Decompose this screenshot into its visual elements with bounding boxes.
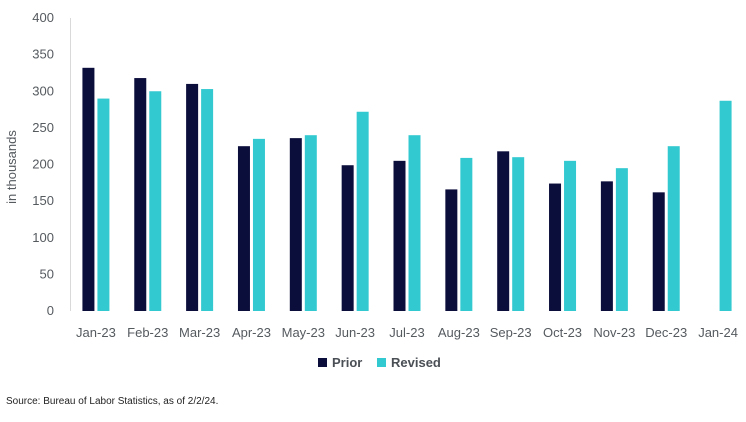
bar-prior-may-23 [289, 138, 302, 311]
legend-swatch-prior [318, 358, 327, 367]
bar-revised-jun-23 [356, 111, 369, 311]
bar-prior-sep-23 [497, 151, 510, 311]
x-tick-labels: Jan-23 Feb-23 Mar-23 Apr-23 May-23 Jun-23 Jul-… [76, 325, 738, 340]
x-tick-label: Dec-23 [645, 325, 687, 340]
bar-revised-oct-23 [564, 160, 577, 311]
x-tick-label: Mar-23 [179, 325, 220, 340]
bar-prior-aug-23 [445, 189, 458, 311]
x-tick-label: Apr-23 [232, 325, 271, 340]
bar-revised-apr-23 [252, 138, 265, 311]
y-tick-label: 50 [40, 266, 54, 281]
bar-prior-jul-23 [393, 160, 406, 311]
y-tick-label: 400 [32, 10, 54, 25]
bar-prior-jan-23 [82, 67, 95, 311]
bar-revised-may-23 [304, 135, 317, 311]
x-tick-label: Sep-23 [490, 325, 532, 340]
x-tick-label: Aug-23 [438, 325, 480, 340]
bar-revised-jul-23 [408, 135, 421, 311]
legend-swatch-revised [377, 358, 386, 367]
bar-prior-nov-23 [600, 181, 613, 311]
y-axis-label: in thousands [4, 130, 19, 204]
source-note: Source: Bureau of Labor Statistics, as o… [6, 396, 219, 407]
bar-prior-mar-23 [186, 83, 199, 311]
y-axis-label-group: in thousands [4, 130, 19, 204]
y-tick-label: 100 [32, 230, 54, 245]
bar-revised-feb-23 [149, 91, 162, 311]
y-tick-label: 350 [32, 47, 54, 62]
bar-chart: in thousands 0 50 100 150 200 250 300 350 400 Ja… [4, 10, 738, 370]
bar-prior-jun-23 [341, 165, 354, 311]
bar-revised-nov-23 [615, 168, 628, 311]
x-tick-label: Oct-23 [543, 325, 582, 340]
bar-revised-aug-23 [460, 157, 473, 311]
bar-revised-dec-23 [667, 146, 680, 311]
legend: Prior Revised [318, 355, 441, 370]
bar-revised-jan-24 [719, 100, 732, 312]
bar-revised-sep-23 [512, 157, 525, 311]
y-tick-label: 300 [32, 83, 54, 98]
x-tick-label: Nov-23 [593, 325, 635, 340]
x-tick-label: Jul-23 [389, 325, 424, 340]
x-tick-label: Jan-23 [76, 325, 116, 340]
x-tick-label: Jun-23 [335, 325, 375, 340]
bar-prior-apr-23 [237, 146, 250, 311]
bar-prior-dec-23 [652, 192, 665, 311]
y-tick-label: 250 [32, 120, 54, 135]
bars [82, 67, 732, 312]
bar-prior-oct-23 [549, 183, 562, 311]
x-tick-label: Jan-24 [698, 325, 738, 340]
y-tick-label: 150 [32, 193, 54, 208]
x-tick-label: May-23 [282, 325, 325, 340]
bar-prior-feb-23 [134, 78, 147, 311]
x-tick-label: Feb-23 [127, 325, 168, 340]
legend-label-revised: Revised [391, 355, 441, 370]
bar-revised-mar-23 [201, 89, 214, 312]
bar-revised-jan-23 [97, 98, 110, 311]
y-tick-label: 200 [32, 157, 54, 172]
legend-label-prior: Prior [332, 355, 362, 370]
y-tick-labels: 0 50 100 150 200 250 300 350 400 [32, 10, 54, 318]
y-tick-label: 0 [47, 303, 54, 318]
